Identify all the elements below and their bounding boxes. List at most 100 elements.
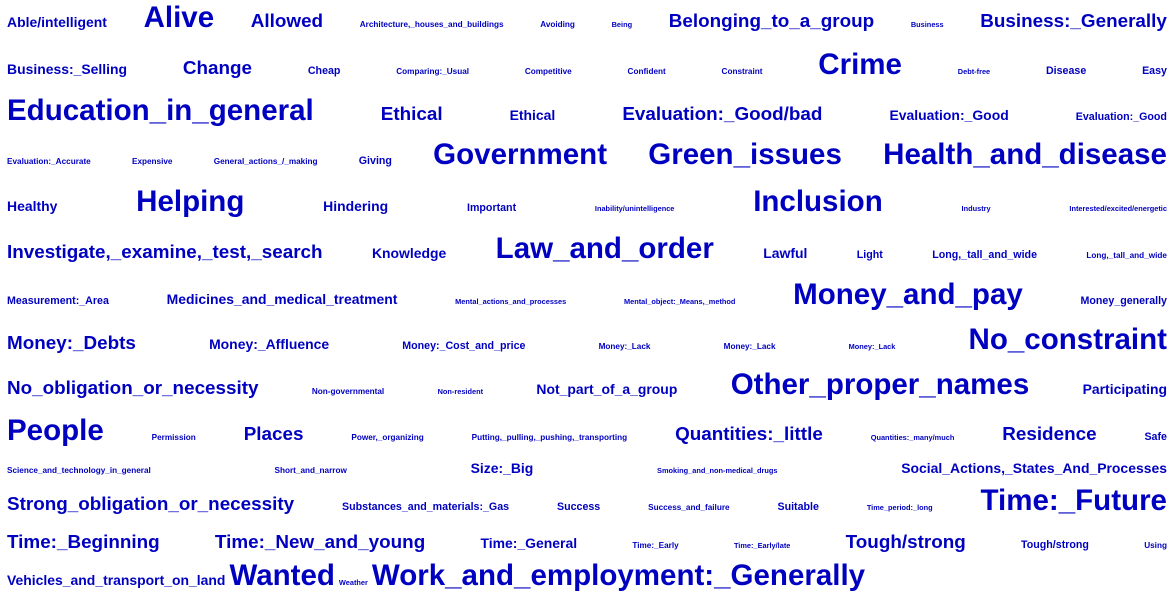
tag-word[interactable]: Money_generally: [1080, 295, 1167, 307]
tag-word[interactable]: Smoking_and_non-medical_drugs: [657, 466, 778, 475]
tag-word[interactable]: Interested/excited/energetic: [1069, 204, 1167, 213]
tag-word[interactable]: Lawful: [763, 245, 808, 261]
tag-word[interactable]: Long,_tall_and_wide: [1086, 251, 1167, 260]
tag-word[interactable]: Helping: [136, 185, 245, 218]
tag-word[interactable]: Knowledge: [371, 245, 447, 261]
tag-word[interactable]: Time_period:_long: [866, 503, 933, 512]
tag-word[interactable]: Ethical: [380, 103, 443, 124]
tag-word[interactable]: Business:_Selling: [7, 61, 128, 77]
tag-word[interactable]: General_actions_/_making: [213, 157, 318, 166]
tag-word[interactable]: Inclusion: [753, 185, 883, 218]
tag-word[interactable]: Quantities:_little: [675, 423, 823, 444]
tag-word[interactable]: Money:_Debts: [7, 332, 136, 353]
tag-word[interactable]: Education_in_general: [7, 94, 314, 127]
tag-word[interactable]: Change: [182, 57, 253, 78]
tag-word[interactable]: Weather: [338, 578, 368, 587]
tag-word[interactable]: Constraint: [721, 67, 763, 76]
tag-word[interactable]: Expensive: [131, 157, 173, 166]
tag-word[interactable]: Safe: [1144, 431, 1167, 443]
tag-word[interactable]: Short_and_narrow: [274, 466, 347, 475]
tag-word[interactable]: Able/intelligent: [7, 14, 107, 30]
tag-word[interactable]: Green_issues: [648, 138, 842, 171]
tag-word[interactable]: Architecture,_houses_and_buildings: [359, 20, 504, 29]
tag-word[interactable]: Success: [556, 501, 601, 513]
tag-word[interactable]: Giving: [358, 155, 392, 167]
tag-word[interactable]: Places: [243, 423, 304, 444]
tag-word[interactable]: Competitive: [524, 67, 572, 76]
tag-word[interactable]: Size:_Big: [470, 460, 534, 476]
tag-word[interactable]: Measurement:_Area: [7, 295, 109, 307]
tag-word[interactable]: Not_part_of_a_group: [536, 381, 678, 397]
tag-word[interactable]: Using: [1144, 541, 1167, 550]
tag-word[interactable]: Evaluation:_Good: [1075, 111, 1167, 123]
tag-word[interactable]: Suitable: [777, 501, 819, 513]
tag-word[interactable]: People: [7, 414, 104, 447]
tag-word[interactable]: Health_and_disease: [883, 138, 1167, 171]
tag-word[interactable]: Time:_Early: [632, 541, 679, 550]
tag-word[interactable]: Other_proper_names: [730, 368, 1030, 401]
tag-word[interactable]: Alive: [143, 1, 215, 34]
tag-word[interactable]: Medicines_and_medical_treatment: [166, 291, 398, 307]
tag-word[interactable]: Business: [910, 20, 944, 29]
tag-word[interactable]: Substances_and_materials:_Gas: [342, 501, 510, 513]
tag-word[interactable]: Social_Actions,_States_And_Processes: [901, 460, 1167, 476]
tag-word[interactable]: Money:_Lack: [848, 342, 896, 351]
tag-word[interactable]: Easy: [1142, 65, 1167, 77]
tag-word[interactable]: Cheap: [307, 65, 341, 77]
tag-word[interactable]: No_constraint: [968, 323, 1167, 356]
tag-word[interactable]: Work_and_employment:_Generally: [371, 559, 866, 592]
tag-word[interactable]: Government: [433, 138, 608, 171]
tag-word[interactable]: Evaluation:_Good: [889, 107, 1009, 123]
tag-word[interactable]: Avoiding: [540, 20, 575, 29]
tag-word[interactable]: Residence: [1002, 423, 1097, 444]
tag-word[interactable]: Quantities:_many/much: [870, 433, 955, 442]
tag-word[interactable]: Mental_actions_and_processes: [455, 297, 567, 306]
tag-word[interactable]: Ethical: [509, 107, 556, 123]
tag-word[interactable]: Time:_New_and_young: [214, 531, 426, 552]
tag-word[interactable]: Belonging_to_a_group: [668, 10, 875, 31]
tag-word[interactable]: Non-governmental: [311, 387, 385, 396]
tag-word[interactable]: Money:_Affluence: [209, 336, 330, 352]
tag-word[interactable]: Tough/strong: [845, 531, 966, 552]
tag-word[interactable]: Allowed: [250, 10, 324, 31]
tag-word[interactable]: Time:_General: [480, 535, 578, 551]
tag-word[interactable]: Time:_Future: [980, 484, 1167, 517]
tag-word[interactable]: Disease: [1045, 65, 1087, 77]
tag-word[interactable]: Participating: [1082, 381, 1167, 397]
tag-word[interactable]: Confident: [627, 67, 666, 76]
tag-word[interactable]: Time:_Beginning: [7, 531, 160, 552]
tag-word[interactable]: Putting,_pulling,_pushing,_transporting: [471, 433, 628, 442]
tag-word[interactable]: Comparing:_Usual: [396, 67, 470, 76]
tag-word[interactable]: Power,_organizing: [351, 433, 424, 442]
tag-word[interactable]: Light: [856, 249, 883, 261]
tag-word[interactable]: Non-resident: [437, 387, 484, 396]
tag-word[interactable]: Time:_Early/late: [733, 541, 791, 550]
tag-word[interactable]: Evaluation:_Good/bad: [622, 103, 823, 124]
tag-word[interactable]: Tough/strong: [1021, 539, 1089, 551]
tag-word[interactable]: Hindering: [323, 198, 389, 214]
tag-word[interactable]: Success_and_failure: [648, 503, 730, 512]
tag-word[interactable]: Evaluation:_Accurate: [7, 157, 91, 166]
tag-word[interactable]: Business:_Generally: [980, 10, 1167, 31]
tag-word[interactable]: Crime: [818, 48, 902, 81]
tag-word[interactable]: No_obligation_or_necessity: [7, 377, 259, 398]
tag-word[interactable]: Inability/unintelligence: [594, 204, 675, 213]
tag-word[interactable]: Long,_tall_and_wide: [932, 249, 1037, 261]
tag-word[interactable]: Money:_Cost_and_price: [402, 340, 526, 352]
tag-word[interactable]: Vehicles_and_transport_on_land: [7, 572, 226, 588]
tag-word[interactable]: Strong_obligation_or_necessity: [7, 493, 295, 514]
tag-word[interactable]: Healthy: [7, 198, 58, 214]
tag-word[interactable]: Science_and_technology_in_general: [7, 466, 151, 475]
tag-word[interactable]: Wanted: [229, 559, 335, 592]
tag-word[interactable]: Debt-free: [957, 67, 991, 76]
tag-word[interactable]: Money:_Lack: [723, 342, 776, 351]
tag-word[interactable]: Being: [611, 20, 633, 29]
tag-word[interactable]: Money:_Lack: [598, 342, 651, 351]
tag-word[interactable]: Industry: [961, 204, 991, 213]
tag-word[interactable]: Permission: [151, 433, 196, 442]
tag-word[interactable]: Money_and_pay: [793, 278, 1023, 311]
tag-word[interactable]: Important: [466, 202, 517, 214]
tag-word[interactable]: Investigate,_examine,_test,_search: [7, 241, 323, 262]
tag-word[interactable]: Mental_object:_Means,_method: [623, 297, 736, 306]
tag-word[interactable]: Law_and_order: [495, 232, 714, 265]
